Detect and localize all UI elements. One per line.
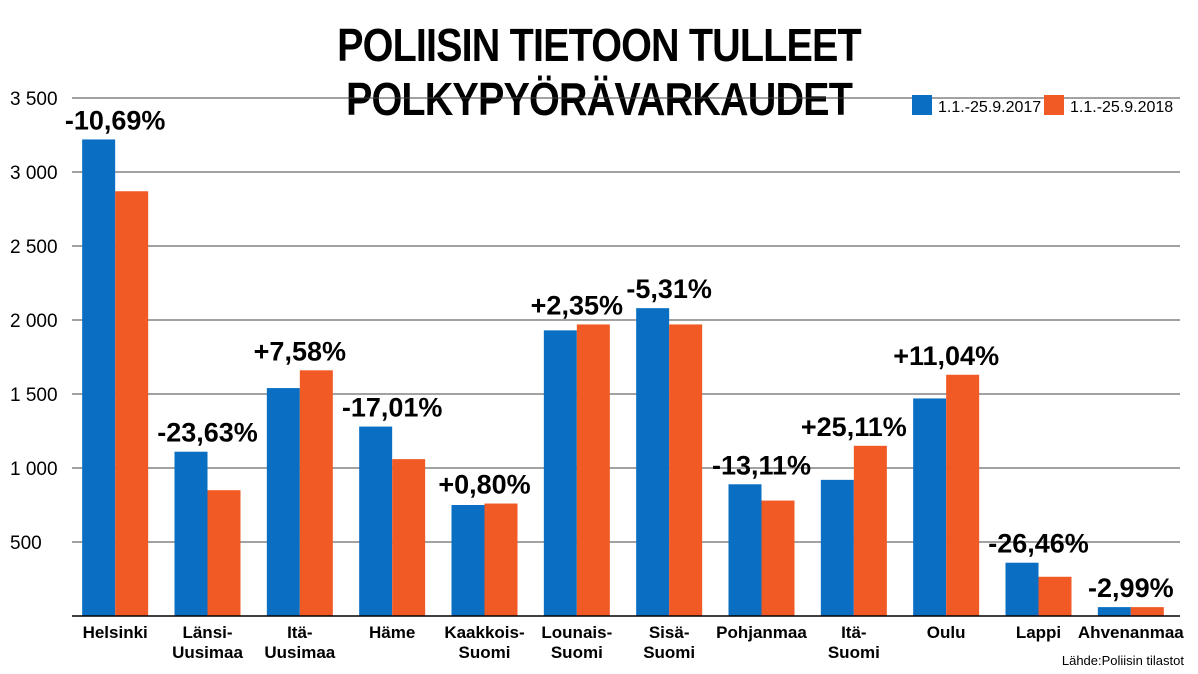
bar-2018 xyxy=(761,500,795,616)
y-tick-label: 2 500 xyxy=(10,237,58,258)
change-label: -17,01% xyxy=(342,393,443,423)
legend: 1.1.-25.9.2017 1.1.-25.9.2018 xyxy=(912,95,1173,116)
category-label: Länsi- xyxy=(182,623,232,642)
change-labels: -10,69%-23,63%+7,58%-17,01%+0,80%+2,35%-… xyxy=(65,105,1174,603)
y-tick-label: 1 000 xyxy=(10,459,58,480)
category-label: Suomi xyxy=(643,643,695,662)
bar-2017 xyxy=(359,426,393,616)
grid-lines xyxy=(72,97,1180,543)
bar-2017 xyxy=(728,484,762,616)
bar-2018 xyxy=(576,324,610,616)
chart-title: POLIISIN TIETOON TULLEET POLKYPYÖRÄVARKA… xyxy=(337,19,862,125)
category-label: Uusimaa xyxy=(172,643,243,662)
change-label: -5,31% xyxy=(626,274,712,304)
y-axis-ticks: 500 1 000 1 500 2 000 2 500 3 000 3 500 xyxy=(10,89,58,554)
category-label: Lappi xyxy=(1016,623,1061,642)
bar-2017 xyxy=(82,139,116,616)
category-label: Kaakkois- xyxy=(444,623,524,642)
change-label: +25,11% xyxy=(801,412,907,442)
category-label: Oulu xyxy=(927,623,966,642)
bar-2017 xyxy=(174,451,208,616)
change-label: -2,99% xyxy=(1088,573,1174,603)
category-label: Ahvenanmaa xyxy=(1078,623,1184,642)
bar-2017 xyxy=(913,398,947,616)
y-tick-label: 500 xyxy=(10,533,42,554)
bar-2018 xyxy=(299,370,333,616)
legend-swatch xyxy=(1044,95,1064,115)
category-label: Itä- xyxy=(841,623,867,642)
bar-2018 xyxy=(669,324,703,616)
change-label: +0,80% xyxy=(438,470,530,500)
legend-label: 1.1.-25.9.2017 xyxy=(938,99,1041,116)
bar-2018 xyxy=(853,445,887,616)
bar-2017 xyxy=(820,479,854,616)
y-tick-label: 3 000 xyxy=(10,163,58,184)
category-label: Uusimaa xyxy=(264,643,335,662)
change-label: -26,46% xyxy=(988,529,1089,559)
change-label: -23,63% xyxy=(157,418,258,448)
category-label: Lounais- xyxy=(541,623,612,642)
category-label: Pohjanmaa xyxy=(716,623,807,642)
change-label: -10,69% xyxy=(65,105,166,135)
source-note: Lähde:Poliisin tilastot xyxy=(1061,653,1184,668)
category-label: Suomi xyxy=(459,643,511,662)
category-label: Sisä- xyxy=(649,623,690,642)
bar-2018 xyxy=(484,503,518,616)
bar-2018 xyxy=(1130,607,1164,616)
category-label: Itä- xyxy=(287,623,313,642)
bar-2018 xyxy=(207,490,241,616)
change-label: +11,04% xyxy=(893,341,999,371)
category-label: Suomi xyxy=(551,643,603,662)
bar-2018 xyxy=(115,191,149,617)
legend-label: 1.1.-25.9.2018 xyxy=(1070,99,1173,116)
y-tick-label: 1 500 xyxy=(10,385,58,406)
y-tick-label: 2 000 xyxy=(10,311,58,332)
bar-2017 xyxy=(1005,562,1039,616)
y-tick-label: 3 500 xyxy=(10,89,58,110)
category-label: Helsinki xyxy=(83,623,148,642)
change-label: -13,11% xyxy=(712,450,811,480)
legend-swatch xyxy=(912,95,932,115)
bar-2017 xyxy=(636,308,670,616)
bar-2017 xyxy=(543,330,577,616)
category-label: Suomi xyxy=(828,643,880,662)
category-label: Häme xyxy=(369,623,415,642)
bar-2018 xyxy=(1038,576,1072,616)
bars xyxy=(82,139,1164,617)
change-label: +2,35% xyxy=(531,290,623,320)
bar-2018 xyxy=(946,374,980,616)
bar-2018 xyxy=(392,459,426,616)
bar-2017 xyxy=(266,388,300,616)
change-label: +7,58% xyxy=(254,336,346,366)
bar-2017 xyxy=(1097,607,1131,616)
bar-2017 xyxy=(451,505,485,616)
